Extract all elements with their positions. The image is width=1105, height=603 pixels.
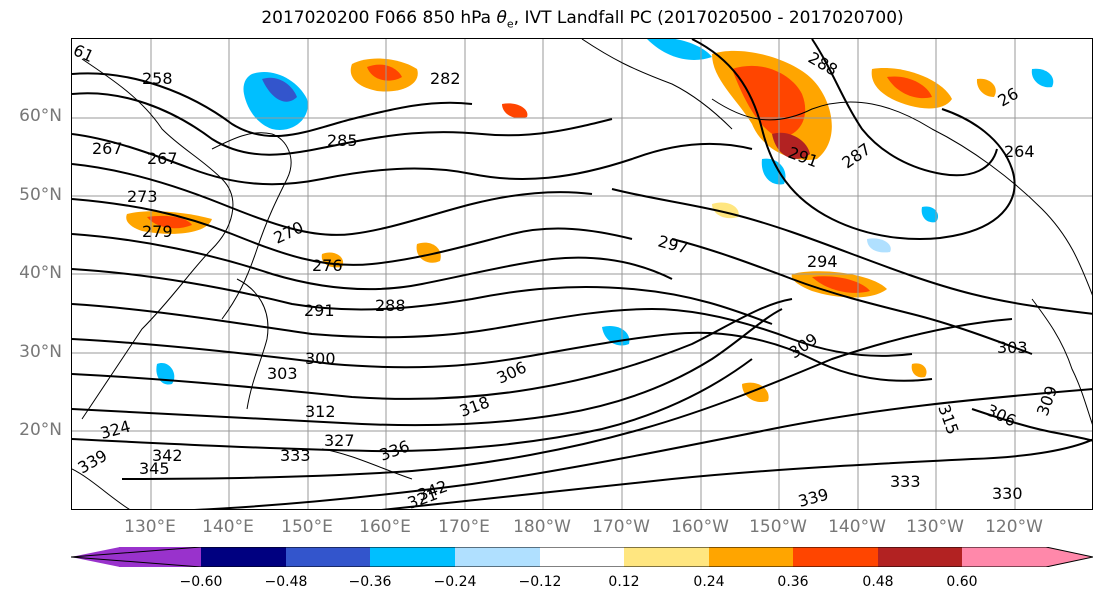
contour-label: 287 [838, 139, 874, 172]
colorbar-segment [878, 547, 963, 567]
contour-label: 330 [992, 484, 1023, 503]
colorbar-tick: 0.24 [693, 574, 725, 590]
contour-label: 264 [1004, 142, 1035, 161]
contour-label: 61 [72, 40, 97, 66]
contour-label: 282 [430, 69, 461, 88]
contour-label: 270 [271, 217, 307, 247]
contour-label: 333 [280, 446, 311, 465]
contour-label: 258 [142, 69, 173, 88]
colorbar-tick: −0.48 [264, 574, 308, 590]
lat-label-60n: 60°N [19, 106, 62, 126]
contour-label: 309 [785, 329, 821, 362]
map-canvas: 61 258 282 288 285 267 267 273 279 270 2… [72, 39, 1092, 510]
contour-label: 288 [375, 296, 406, 315]
lon-label-170e: 170°E [438, 517, 490, 537]
contour-label: 339 [75, 446, 111, 478]
colorbar-tick: −0.36 [348, 574, 392, 590]
lon-label-160e: 160°E [359, 517, 411, 537]
colorbar-tick: 0.12 [608, 574, 640, 590]
lon-label-140e: 140°E [202, 517, 254, 537]
contour-label: 312 [305, 402, 336, 421]
contour-label: 300 [305, 349, 336, 368]
map-title: 2017020200 F066 850 hPa θe, IVT Landfall… [261, 8, 904, 31]
contour-label: 291 [304, 301, 335, 320]
lat-label-30n: 30°N [19, 342, 62, 362]
colorbar-segment [286, 547, 371, 567]
contour-label: 294 [807, 252, 838, 271]
theta-e-contours [72, 39, 1092, 509]
theta-symbol: θ [496, 8, 507, 28]
lon-label-160w: 160°W [671, 517, 729, 537]
contour-label: 306 [494, 357, 530, 387]
contour-label: 306 [983, 400, 1019, 430]
contour-label: 315 [934, 402, 962, 437]
colorbar-tick: 0.48 [862, 574, 894, 590]
contour-label: 297 [656, 232, 690, 258]
colorbar-extend-max [1046, 547, 1093, 567]
colorbar-tick: 0.60 [946, 574, 978, 590]
colorbar-segment [540, 547, 625, 567]
shading-layer [126, 39, 1054, 403]
contour-label: 324 [98, 417, 132, 443]
contour-label: 309 [1033, 383, 1061, 418]
lon-label-130e: 130°E [124, 517, 176, 537]
contour-label: 342 [152, 446, 183, 465]
lon-label-150e: 150°E [281, 517, 333, 537]
lon-label-150w: 150°W [749, 517, 807, 537]
colorbar [71, 547, 1093, 567]
colorbar-segment [962, 547, 1047, 567]
contour-label: 303 [997, 338, 1028, 357]
lon-label-170w: 170°W [592, 517, 650, 537]
contour-label: 273 [127, 187, 158, 206]
lon-label-180w: 180°W [513, 517, 571, 537]
contour-label: 321 [405, 484, 440, 510]
contour-label: 303 [267, 364, 298, 383]
colorbar-tick: −0.12 [518, 574, 562, 590]
colorbar-segment [455, 547, 541, 567]
lat-label-50n: 50°N [19, 185, 62, 205]
graticule [72, 39, 1092, 509]
lat-label-40n: 40°N [19, 263, 62, 283]
contour-label: 333 [890, 472, 921, 491]
colorbar-extend-min [71, 547, 120, 567]
colorbar-tick: −0.24 [433, 574, 477, 590]
contour-label: 267 [92, 139, 123, 158]
colorbar-segment [793, 547, 879, 567]
map-panel: 61 258 282 288 285 267 267 273 279 270 2… [71, 38, 1093, 510]
contour-label: 276 [312, 256, 343, 275]
theta-subscript: e [506, 17, 514, 31]
contour-label: 327 [324, 431, 355, 450]
lon-label-130w: 130°W [906, 517, 964, 537]
lon-label-120w: 120°W [985, 517, 1043, 537]
colorbar-segment [624, 547, 710, 567]
contour-label: 288 [805, 48, 841, 80]
colorbar-segment [201, 547, 287, 567]
contour-label: 279 [142, 222, 173, 241]
colorbar-tick: 0.36 [777, 574, 809, 590]
contour-label: 339 [796, 485, 830, 510]
contour-label: 285 [327, 131, 358, 150]
contour-label: 26 [995, 84, 1022, 111]
contour-label: 336 [377, 436, 412, 464]
lon-label-140w: 140°W [828, 517, 886, 537]
colorbar-segment [370, 547, 456, 567]
colorbar-tick: −0.60 [179, 574, 223, 590]
lat-label-20n: 20°N [19, 420, 62, 440]
contour-label: 267 [147, 149, 178, 168]
contour-label: 345 [139, 459, 170, 478]
colorbar-segment [709, 547, 794, 567]
